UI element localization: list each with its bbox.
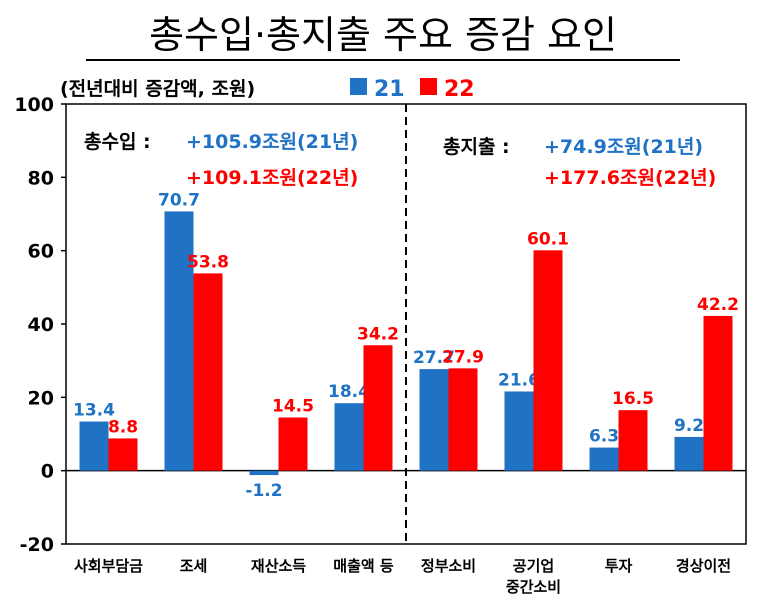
legend-swatch-21	[350, 78, 367, 95]
data-label-series-22: 14.5	[272, 397, 314, 417]
x-category-label: 중간소비	[506, 578, 561, 596]
y-tick-label: 60	[28, 241, 54, 263]
data-label-series-22: 34.2	[357, 324, 399, 344]
bar-series-21	[419, 369, 449, 471]
y-tick-label: -20	[20, 534, 54, 556]
annotation-value-21: +74.9조원(21년)	[544, 136, 703, 158]
data-label-series-21: 27.7	[413, 348, 455, 368]
y-tick-label: 0	[41, 461, 54, 483]
bar-series-21	[164, 211, 194, 471]
bar-series-21	[249, 470, 279, 476]
x-category-label: 재산소득	[251, 557, 306, 575]
bar-series-21	[79, 421, 109, 471]
x-category-label: 조세	[180, 557, 208, 575]
data-label-series-21: -1.2	[245, 481, 282, 501]
bar-series-22	[108, 438, 138, 471]
data-label-series-22: 16.5	[612, 389, 654, 409]
data-label-series-22: 8.8	[108, 417, 138, 437]
legend-swatch-22	[420, 78, 437, 95]
legend-label-22: 22	[444, 77, 475, 102]
annotation-value-21: +105.9조원(21년)	[186, 131, 358, 153]
x-category-label: 투자	[605, 557, 633, 575]
data-label-series-22: 27.9	[442, 347, 484, 367]
x-category-label: 경상이전	[676, 557, 731, 575]
x-category-label: 매출액 등	[333, 557, 394, 575]
annotation-heading: 총지출 :	[443, 136, 510, 158]
y-tick-label: 40	[28, 314, 54, 336]
bar-series-22	[448, 368, 478, 471]
data-label-series-22: 53.8	[187, 252, 229, 272]
bar-series-21	[674, 436, 704, 471]
annotation-value-22: +109.1조원(22년)	[186, 167, 358, 189]
bar-series-22	[533, 250, 563, 471]
bar-series-21	[504, 391, 534, 471]
data-label-series-21: 18.4	[328, 382, 370, 402]
annotation-value-22: +177.6조원(22년)	[544, 167, 716, 189]
bar-series-22	[703, 315, 733, 471]
x-category-label: 공기업	[513, 557, 554, 575]
bar-series-22	[193, 273, 223, 471]
data-label-series-21: 13.4	[73, 401, 115, 421]
bar-series-21	[334, 403, 364, 471]
data-label-series-21: 6.3	[589, 427, 619, 447]
x-category-label: 정부소비	[421, 557, 476, 575]
x-category-label: 사회부담금	[74, 557, 143, 575]
data-label-series-21: 21.6	[498, 370, 540, 390]
data-label-series-21: 70.7	[158, 190, 200, 210]
unit-label: (전년대비 증감액, 조원)	[60, 78, 255, 100]
annotation-heading: 총수입 :	[84, 131, 151, 153]
bar-series-22	[363, 345, 393, 471]
bar-series-22	[618, 410, 648, 471]
chart-title: 총수입·총지출 주요 증감 요인	[149, 13, 617, 57]
chart-plot: -20 0 20 40 60 80 100 사회부담금 조세 재산소득 매출액 등 정부소비 공기업중간…	[14, 77, 747, 596]
bar-series-22	[278, 417, 308, 471]
y-tick-label: 100	[14, 94, 54, 116]
legend-label-21: 21	[374, 77, 405, 102]
bar-series-21	[589, 447, 619, 471]
data-label-series-22: 42.2	[697, 295, 739, 315]
y-tick-label: 20	[28, 387, 54, 409]
y-tick-label: 80	[28, 167, 54, 189]
data-label-series-21: 9.2	[674, 416, 704, 436]
data-label-series-22: 60.1	[527, 229, 569, 249]
